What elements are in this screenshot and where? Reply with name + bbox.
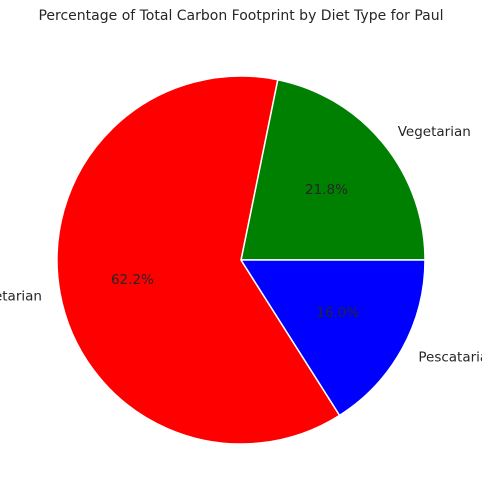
pie-slices	[56, 75, 426, 445]
slice-percent-non-vegetarian: 62.2%	[111, 272, 154, 288]
pie-labels: Vegetarian Non-Vegetarian Pescatarian	[0, 124, 482, 366]
slice-percent-vegetarian: 21.8%	[305, 182, 348, 198]
slice-label-vegetarian: Vegetarian	[398, 124, 471, 140]
pie-percent-labels: 21.8% 62.2% 16.0%	[111, 182, 359, 321]
chart-title: Percentage of Total Carbon Footprint by …	[38, 8, 443, 24]
slice-label-pescatarian: Pescatarian	[418, 350, 482, 366]
pie-slice-pescatarian	[240, 259, 426, 417]
pie-slice-vegetarian	[240, 78, 426, 261]
slice-percent-pescatarian: 16.0%	[316, 305, 359, 321]
slice-label-non-vegetarian: Non-Vegetarian	[0, 289, 42, 305]
pie-slice-non-vegetarian	[56, 75, 341, 445]
